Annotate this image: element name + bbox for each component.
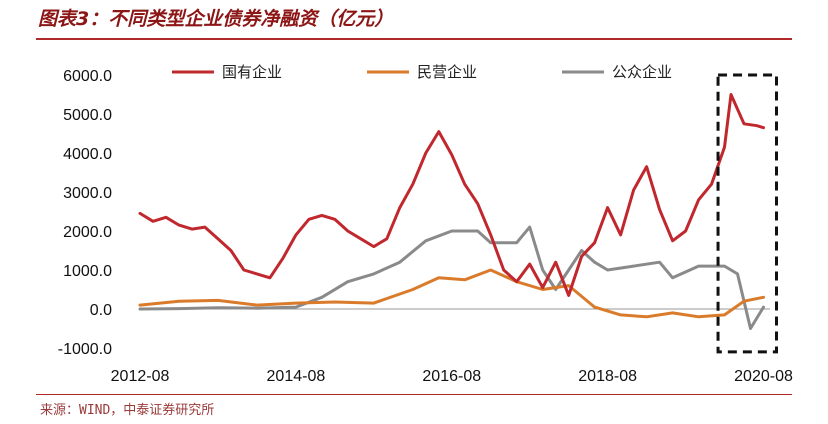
chart-title: 图表3：不同类型企业债券净融资（亿元） xyxy=(38,8,394,30)
title-divider xyxy=(36,38,792,40)
y-tick-label: 5000.0 xyxy=(63,107,112,124)
line-chart: -1000.0 0.0 1000.0 2000.0 3000.0 4000.0 5000.0… xyxy=(58,63,793,385)
y-tick-label: 6000.0 xyxy=(63,68,112,85)
y-tick-label: 2000.0 xyxy=(63,224,112,241)
x-tick-label: 2014-08 xyxy=(267,368,326,385)
y-tick-label: 0.0 xyxy=(90,302,112,319)
series-line xyxy=(138,93,765,297)
chart-series xyxy=(138,93,765,330)
highlight-box xyxy=(716,73,778,354)
legend-label: 民营企业 xyxy=(417,63,477,81)
series-line xyxy=(138,225,765,330)
y-tick-label: 1000.0 xyxy=(63,263,112,280)
legend-label: 公众企业 xyxy=(612,63,672,81)
legend-label: 国有企业 xyxy=(222,63,282,81)
y-tick-label: 3000.0 xyxy=(63,185,112,202)
chart-legend: 国有企业 民营企业 公众企业 xyxy=(172,63,672,81)
series-line xyxy=(138,268,765,319)
y-tick-label: -1000.0 xyxy=(58,341,112,358)
y-tick-label: 4000.0 xyxy=(63,146,112,163)
x-tick-label: 2020-08 xyxy=(734,368,793,385)
x-tick-label: 2012-08 xyxy=(111,368,170,385)
source-note: 来源：WIND，中泰证券研究所 xyxy=(40,403,215,418)
x-tick-label: 2018-08 xyxy=(578,368,637,385)
footer-divider xyxy=(36,394,792,395)
x-tick-label: 2016-08 xyxy=(422,368,481,385)
chart-axes: -1000.0 0.0 1000.0 2000.0 3000.0 4000.0 5000.0… xyxy=(58,68,793,385)
